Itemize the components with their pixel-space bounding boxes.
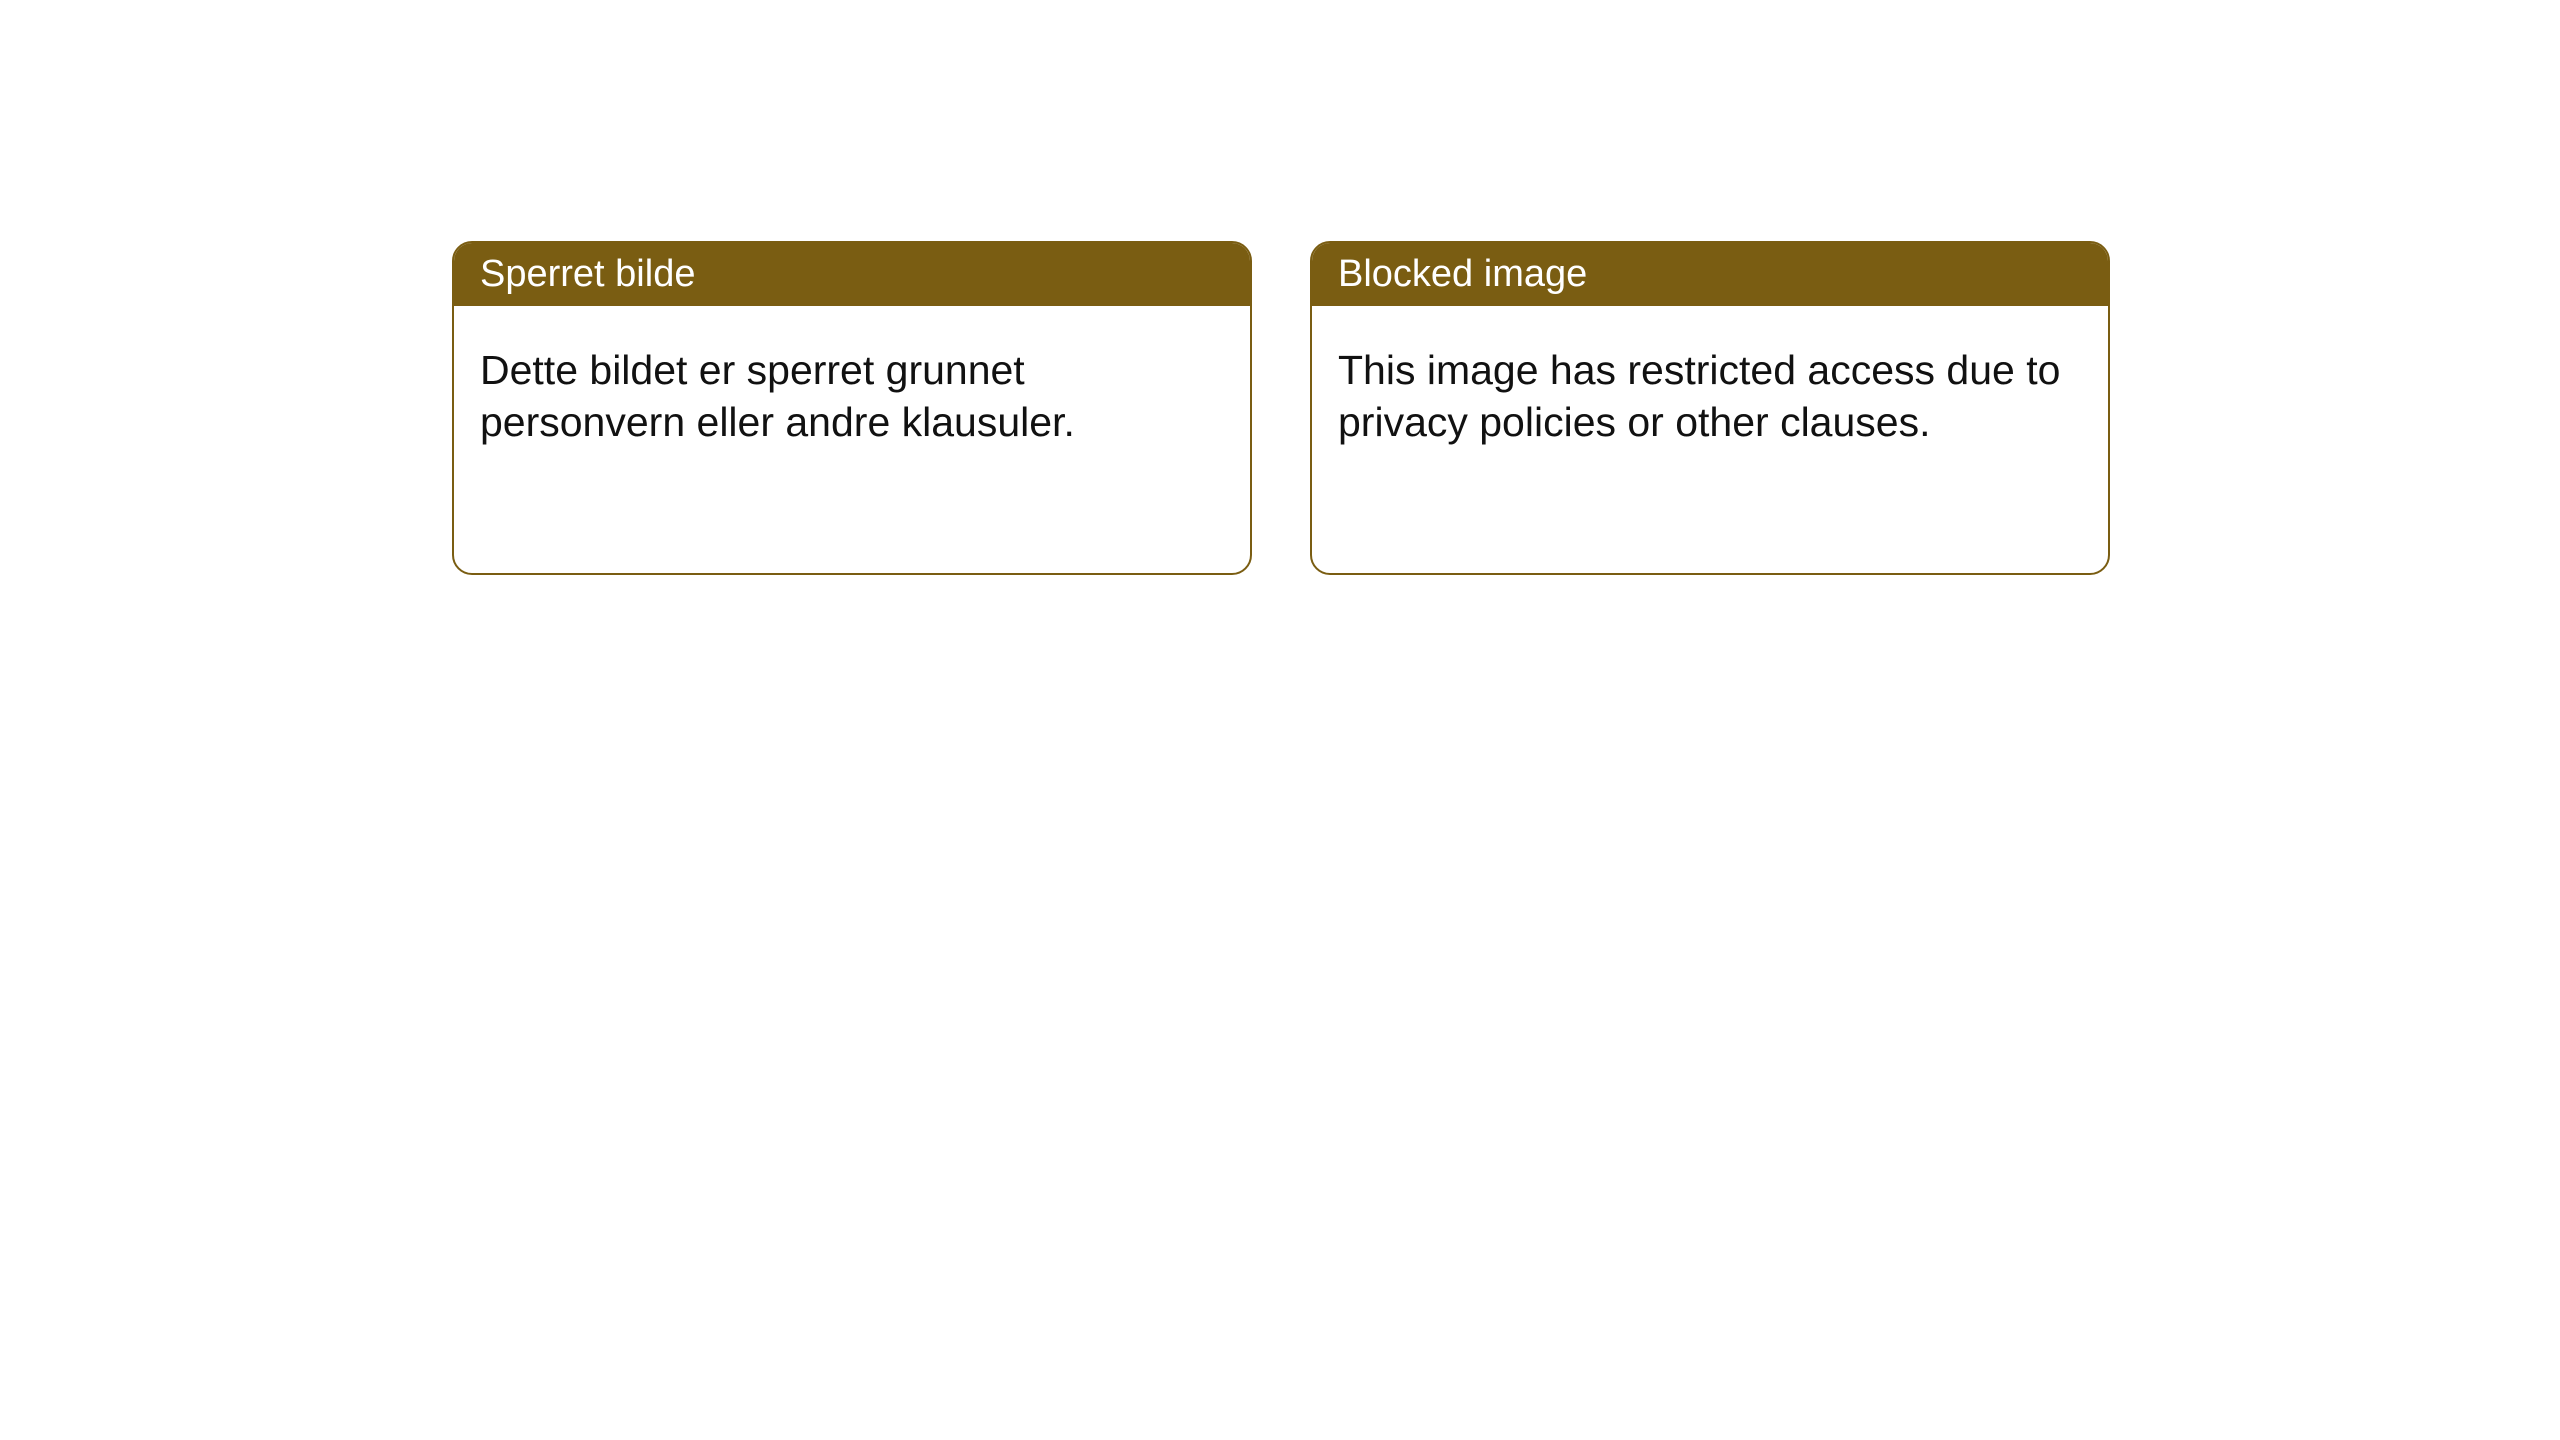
notice-body-en: This image has restricted access due to … xyxy=(1312,306,2108,486)
notice-title-en: Blocked image xyxy=(1312,243,2108,306)
notice-title-no: Sperret bilde xyxy=(454,243,1250,306)
notice-box-norwegian: Sperret bilde Dette bildet er sperret gr… xyxy=(452,241,1252,575)
notice-box-english: Blocked image This image has restricted … xyxy=(1310,241,2110,575)
notice-body-no: Dette bildet er sperret grunnet personve… xyxy=(454,306,1250,486)
notice-container: Sperret bilde Dette bildet er sperret gr… xyxy=(452,241,2110,575)
